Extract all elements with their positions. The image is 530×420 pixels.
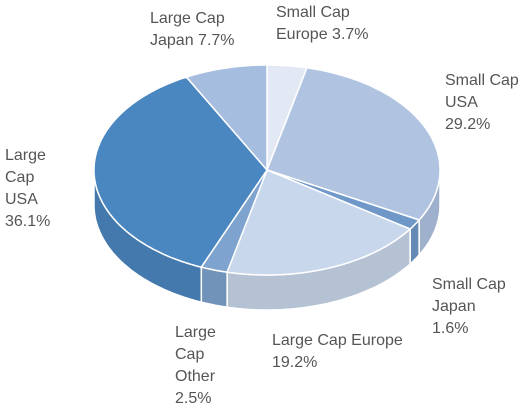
- slice-label: Large Cap Japan 7.7%: [150, 8, 265, 52]
- slice-label: Large Cap Europe 19.2%: [272, 330, 412, 374]
- category-name: Small Cap Japan: [432, 276, 506, 315]
- category-name: Large Cap Europe: [272, 332, 403, 349]
- value-label: 19.2%: [272, 354, 318, 371]
- slice-label: Large Cap Other 2.5%: [175, 322, 223, 410]
- value-label: 36.1%: [5, 213, 51, 230]
- value-label: 3.7%: [332, 26, 369, 43]
- category-name: Large Cap Japan: [150, 10, 225, 49]
- slice-label: Small Cap USA 29.2%: [445, 70, 525, 136]
- value-label: 29.2%: [445, 116, 491, 133]
- slice: [226, 169, 412, 276]
- slice: [266, 169, 421, 230]
- slice: [185, 64, 268, 173]
- slice-side: [200, 266, 228, 309]
- slice-label: Large Cap USA 36.1%: [5, 145, 71, 233]
- category-name: Small Cap USA: [445, 72, 519, 111]
- category-name: Small Cap Europe: [276, 4, 350, 43]
- value-label: 7.7%: [198, 32, 235, 49]
- slice: [93, 76, 268, 268]
- slice-label: Small Cap Europe 3.7%: [276, 2, 391, 46]
- value-label: 2.5%: [175, 390, 212, 407]
- slice: [266, 66, 441, 221]
- category-name: Large Cap Other: [175, 324, 216, 385]
- category-name: Large Cap USA: [5, 147, 46, 208]
- value-label: 1.6%: [432, 320, 469, 337]
- slice-label: Small Cap Japan 1.6%: [432, 274, 517, 340]
